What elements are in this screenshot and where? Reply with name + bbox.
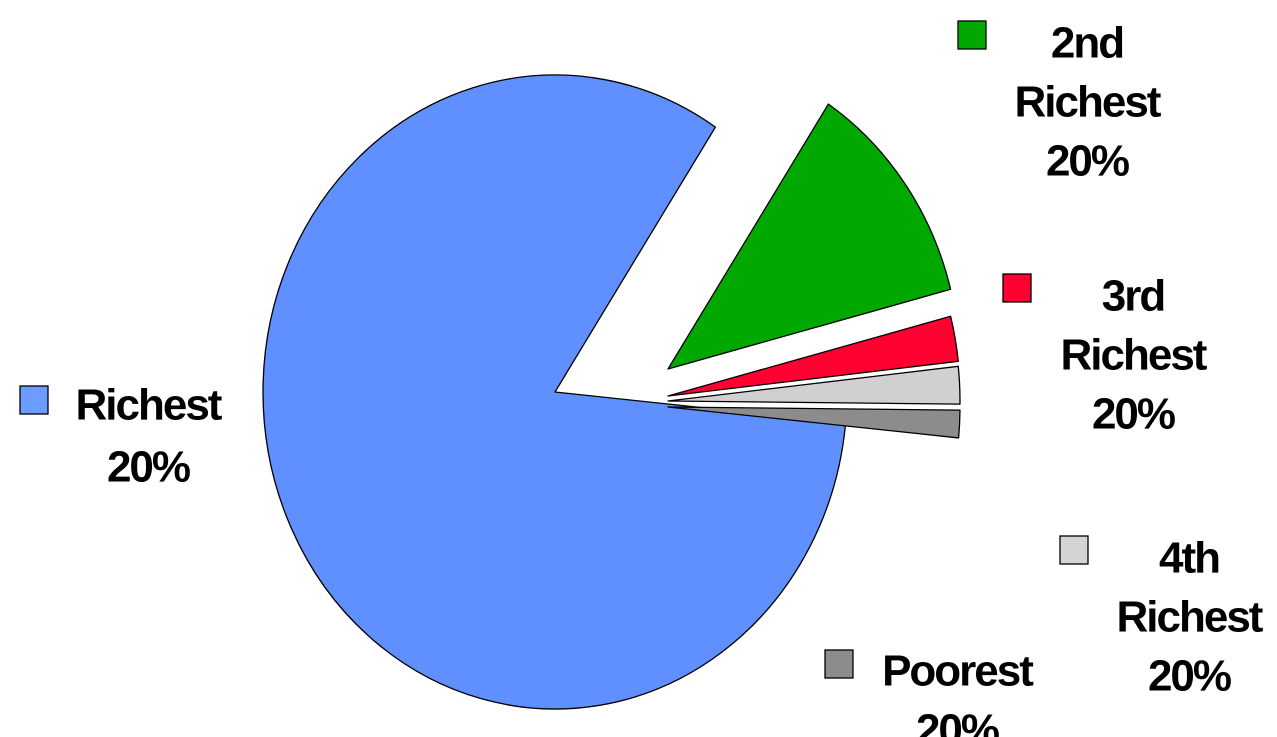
pie-legend: Richest 20% 2nd Richest 20% 3rd Richest 20% 4th R…	[19, 19, 1266, 737]
legend-swatch-richest-20	[19, 385, 49, 415]
legend-label-richest-20-line-1: Richest	[76, 381, 223, 430]
legend-label-2nd-richest-20-line-2: Richest	[1015, 78, 1162, 127]
legend-label-3rd-richest-20-line-2: Richest	[1061, 331, 1208, 380]
legend-label-poorest-20-line-2: 20%	[916, 706, 999, 737]
legend-item-richest-20: Richest 20%	[19, 381, 225, 492]
legend-swatch-3rd-richest-20	[1002, 273, 1032, 303]
legend-item-2nd-richest-20: 2nd Richest 20%	[957, 19, 1164, 186]
pie-slice-2nd-richest-20	[667, 103, 952, 370]
legend-item-poorest-20: Poorest 20%	[824, 647, 1036, 737]
pie-slice-richest-20	[262, 74, 847, 710]
legend-label-2nd-richest-20-line-1: 2nd	[1051, 19, 1123, 68]
legend-label-2nd-richest-20-line-3: 20%	[1046, 137, 1129, 186]
legend-label-4th-richest-20-line-1: 4th	[1159, 534, 1219, 583]
legend-label-3rd-richest-20-line-1: 3rd	[1102, 272, 1164, 321]
legend-label-4th-richest-20-line-3: 20%	[1148, 652, 1231, 701]
legend-label-poorest-20-line-1: Poorest	[882, 647, 1034, 696]
legend-swatch-2nd-richest-20	[957, 20, 987, 50]
legend-swatch-poorest-20	[824, 649, 854, 679]
legend-label-3rd-richest-20-line-3: 20%	[1092, 390, 1175, 439]
legend-label-4th-richest-20-line-2: Richest	[1117, 593, 1264, 642]
legend-label-richest-20-line-2: 20%	[107, 443, 190, 492]
legend-swatch-4th-richest-20	[1059, 535, 1089, 565]
pie-slice-4th-richest-20	[667, 365, 961, 405]
pie-slices	[262, 74, 961, 710]
legend-item-3rd-richest-20: 3rd Richest 20%	[1002, 272, 1210, 439]
pie-slice-3rd-richest-20	[667, 315, 959, 397]
legend-item-4th-richest-20: 4th Richest 20%	[1059, 534, 1266, 701]
pie-slice-poorest-20	[667, 406, 961, 439]
